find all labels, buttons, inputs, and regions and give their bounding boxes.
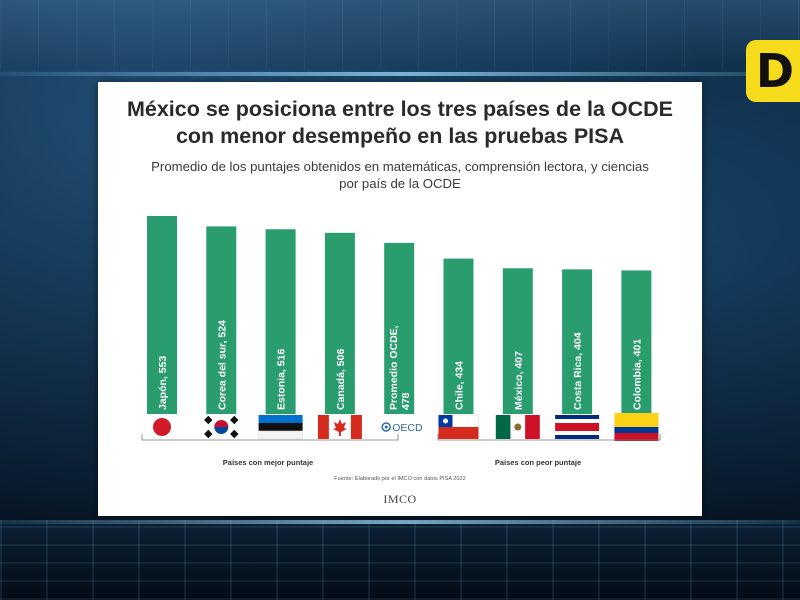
- oecd-logo-text: OECD: [392, 422, 423, 434]
- bar-8: [621, 270, 652, 414]
- bar-7: [562, 269, 593, 414]
- bar-label-3: Canadá, 506: [335, 349, 347, 410]
- canada-flag: [317, 415, 362, 439]
- bar-label-7: Costa Rica, 404: [572, 332, 584, 410]
- colombia-flag: [614, 413, 659, 441]
- bar-label-2-line-0: Estonia, 516: [276, 349, 288, 410]
- background-map-top: [0, 0, 800, 70]
- south-korea-flag: [203, 415, 240, 439]
- background-grid-bottom: [0, 520, 800, 600]
- costa-rica-flag: [555, 415, 600, 439]
- bar-label-3-line-0: Canadá, 506: [335, 349, 347, 410]
- bar-label-5: Chile, 434: [454, 361, 466, 410]
- japan-flag: [146, 415, 178, 439]
- bar-label-7-line-0: Costa Rica, 404: [572, 332, 584, 410]
- bar-label-0-line-0: Japón, 553: [157, 356, 169, 410]
- light-strip-bottom: [0, 520, 800, 524]
- bar-label-2: Estonia, 516: [276, 349, 288, 410]
- light-strip-top: [0, 72, 800, 76]
- channel-logo-badge: D: [746, 40, 800, 102]
- bar-label-6-line-0: México, 407: [513, 351, 525, 410]
- mexico-flag: [495, 415, 540, 439]
- bar-label-0: Japón, 553: [157, 356, 169, 410]
- bar-6: [502, 268, 533, 414]
- bar-chart: Japón, 553 Corea del sur, 524 Estonia, 516…: [141, 216, 661, 441]
- bar-label-1: Corea del sur, 524: [216, 320, 228, 410]
- bracket-best: [141, 434, 399, 441]
- group-label-worst: Países con peor puntaje: [494, 458, 582, 467]
- imco-logo: IMCO: [383, 492, 417, 506]
- bar-label-4-line-1: 478: [400, 392, 412, 410]
- chart-subtitle-line-1: Promedio de los puntajes obtenidos en ma…: [151, 159, 649, 174]
- bar-label-5-line-0: Chile, 434: [454, 361, 466, 410]
- chart-subtitle-line-2: por país de la OCDE: [339, 176, 461, 191]
- bar-5: [443, 258, 474, 414]
- oecd-logo: OECD: [381, 422, 423, 434]
- chart-title: México se posiciona entre los tres paíse…: [98, 96, 702, 150]
- bar-4: [384, 242, 415, 414]
- bar-label-4-line-0: Promedio OCDE,: [388, 325, 400, 410]
- bar-0: [147, 216, 177, 414]
- group-label-best: Países con mejor puntaje: [222, 458, 314, 467]
- bar-2: [265, 229, 296, 414]
- bar-1: [206, 226, 237, 414]
- bar-label-4: Promedio OCDE, 478: [388, 325, 412, 410]
- bar-label-8: Colombia, 401: [631, 339, 643, 410]
- chile-flag: [438, 414, 479, 439]
- channel-logo-letter: D: [755, 44, 795, 98]
- chart-title-line-1: México se posiciona entre los tres paíse…: [126, 97, 674, 121]
- bar-3: [324, 232, 355, 414]
- chart-title-line-2: con menor desempeño en las pruebas PISA: [175, 124, 625, 148]
- chart-panel: México se posiciona entre los tres paíse…: [98, 82, 702, 516]
- estonia-flag: [258, 415, 303, 440]
- bracket-worst: [437, 434, 661, 441]
- chart-subtitle: Promedio de los puntajes obtenidos en ma…: [118, 158, 682, 192]
- bar-label-6: México, 407: [513, 351, 525, 410]
- source-note: Fuente: Elaborado por el IMCO con datos …: [334, 476, 466, 482]
- bar-label-8-line-0: Colombia, 401: [631, 339, 643, 410]
- bar-label-1-line-0: Corea del sur, 524: [216, 320, 228, 410]
